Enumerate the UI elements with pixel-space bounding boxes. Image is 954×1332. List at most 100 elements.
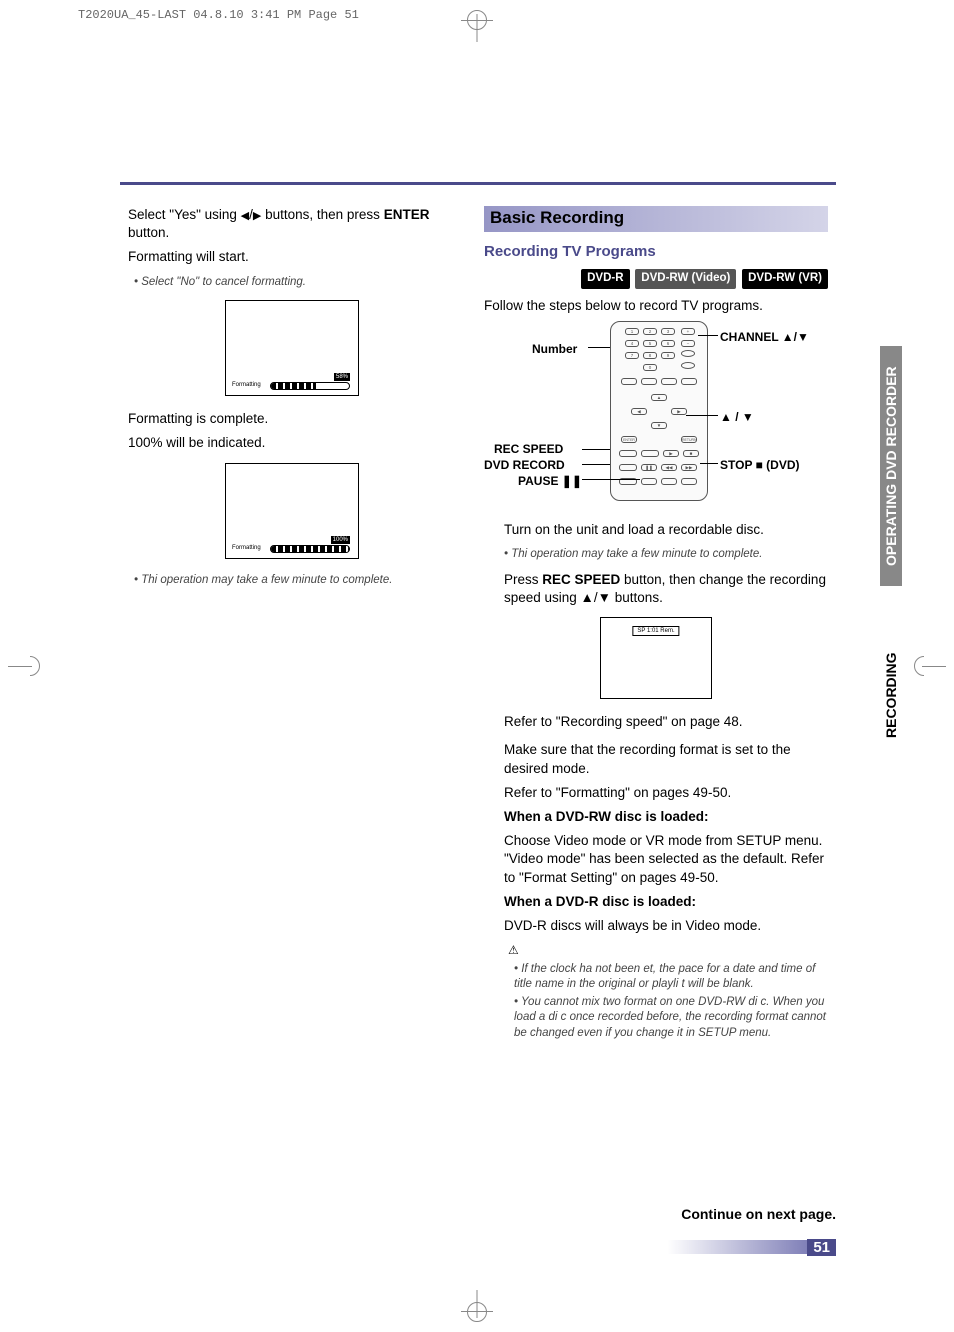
key-stop: ■: [683, 450, 699, 457]
key-down: ▼: [651, 422, 667, 429]
when-rw-heading: When a DVD-RW disc is loaded:: [484, 808, 828, 826]
key-4: 4: [625, 340, 639, 347]
text: Select "Yes" using: [128, 207, 241, 222]
key-0: 0: [643, 364, 657, 371]
lbl-recspeed: REC SPEED: [494, 441, 563, 457]
lbl-arrows: ▲ / ▼: [720, 409, 754, 425]
remote-outline: 1 2 3 + 4 5 6 − 7 8 9 0 ▲: [610, 321, 708, 501]
ref-recspeed: Refer to "Recording speed" on page 48.: [484, 713, 828, 731]
key-play: ▶: [663, 450, 679, 457]
lead-dvdrec: [582, 464, 610, 465]
key-plus: +: [681, 328, 695, 335]
left-p4: 100% will be indicated.: [128, 434, 456, 452]
key-5: 5: [643, 340, 657, 347]
key-ch-dn: [681, 362, 695, 369]
side-tab-recording: RECORDING: [880, 634, 902, 756]
key-minus: −: [681, 340, 695, 347]
key-6: 6: [661, 340, 675, 347]
badge-dvd-r: DVD-R: [581, 269, 629, 289]
key-ch-up: [681, 350, 695, 357]
lbl-stop: STOP ■ (DVD): [720, 457, 799, 473]
key-enter: ENTER: [621, 436, 637, 443]
key-row3b: [641, 478, 657, 485]
key-pause: ❚❚: [641, 464, 657, 471]
key-7: 7: [625, 352, 639, 359]
progress-label: Formatting: [232, 544, 261, 552]
remote-figure: 1 2 3 + 4 5 6 − 7 8 9 0 ▲: [484, 321, 824, 507]
key-2: 2: [643, 328, 657, 335]
left-p3: Formatting is complete.: [128, 410, 456, 428]
lead-stop: [700, 463, 718, 464]
key-9: 9: [661, 352, 675, 359]
rec-speed-tag: SP 1:01 Rem.: [632, 626, 679, 636]
heading-basic-recording: Basic Recording: [484, 206, 828, 232]
key-row3d: [681, 478, 697, 485]
side-tab-operating: OPERATING DVD RECORDER: [880, 346, 902, 586]
when-rw-body: Choose Video mode or VR mode from SETUP …: [484, 832, 828, 887]
key-clear: [661, 378, 677, 385]
left-p2: Formatting will start.: [128, 248, 456, 266]
intro-text: Follow the steps below to record TV prog…: [484, 297, 828, 315]
format-progress-58: 58% Formatting: [225, 300, 359, 396]
note-minutes: • Thi operation may take a few minute to…: [134, 573, 456, 589]
continue-text: Continue on next page.: [681, 1206, 836, 1222]
left-column: Select "Yes" using / buttons, then press…: [128, 206, 456, 1043]
key-topmenu: [641, 378, 657, 385]
page-number-band: 51: [667, 1238, 836, 1256]
when-r-heading: When a DVD-R disc is loaded:: [484, 893, 828, 911]
disc-badges: DVD-R DVD-RW (Video) DVD-RW (VR): [484, 268, 828, 289]
lbl-pause: PAUSE ❚❚: [518, 473, 582, 489]
key-rew: ◀◀: [661, 464, 677, 471]
progress-track: [270, 382, 350, 390]
lbl-dvdrec: DVD RECORD: [484, 457, 565, 473]
right-column: Basic Recording Recording TV Programs DV…: [484, 206, 828, 1043]
key-right: ▶: [671, 408, 687, 415]
lbl-channel: CHANNEL ▲/▼: [720, 329, 809, 345]
progress-label: Formatting: [232, 381, 261, 389]
left-p1: Select "Yes" using / buttons, then press…: [128, 206, 456, 242]
warning-block: • If the clock ha not been et, the pace …: [484, 941, 828, 1041]
lead-pause: [582, 479, 640, 480]
badge-dvd-rw-video: DVD-RW (Video): [635, 269, 736, 289]
note-cancel: • Select "No" to cancel formatting.: [134, 275, 456, 291]
page-number: 51: [807, 1239, 836, 1256]
progress-fill: [271, 546, 349, 552]
lead-arrows: [686, 415, 718, 416]
key-dvdrec: [619, 450, 637, 457]
key-3: 3: [661, 328, 675, 335]
warning-icon: [508, 942, 519, 957]
enter-label: ENTER: [384, 207, 430, 222]
key-row3c: [661, 478, 677, 485]
progress-pct: 58%: [334, 373, 350, 381]
left-arrow-icon: [241, 207, 249, 222]
warn1: • If the clock ha not been et, the pace …: [514, 962, 828, 993]
rec-speed-screen: SP 1:01 Rem.: [600, 617, 712, 699]
key-8: 8: [643, 352, 657, 359]
when-r-body: DVD-R discs will always be in Video mode…: [484, 917, 828, 935]
progress-fill: [271, 383, 316, 389]
key-row2a: [619, 464, 637, 471]
key-setup: [621, 378, 637, 385]
step2: Press REC SPEED button, then change the …: [484, 571, 828, 607]
crop-mark-left: [0, 650, 32, 682]
print-imprint: T2020UA_45-LAST 04.8.10 3:41 PM Page 51: [78, 8, 359, 22]
progress-track: [270, 545, 350, 553]
key-1: 1: [625, 328, 639, 335]
recspeed-bold: REC SPEED: [542, 572, 620, 587]
lead-channel: [698, 335, 718, 336]
key-return: RETURN: [681, 436, 697, 443]
text: buttons, then press: [261, 207, 383, 222]
progress-pct: 100%: [331, 536, 350, 544]
section-recording-tv: Recording TV Programs: [484, 242, 828, 262]
lead-number: [588, 347, 610, 348]
text: button.: [128, 225, 169, 240]
text: Press: [504, 572, 542, 587]
step3: Make sure that the recording format is s…: [484, 741, 828, 777]
content-area: Select "Yes" using / buttons, then press…: [128, 206, 828, 1043]
crop-mark-right: [922, 650, 954, 682]
key-recspeed: [641, 450, 659, 457]
format-progress-100: 100% Formatting: [225, 463, 359, 559]
step1-note: • Thi operation may take a few minute to…: [504, 547, 828, 563]
lbl-number: Number: [532, 341, 577, 357]
crop-circle-bottom: [467, 1302, 487, 1322]
